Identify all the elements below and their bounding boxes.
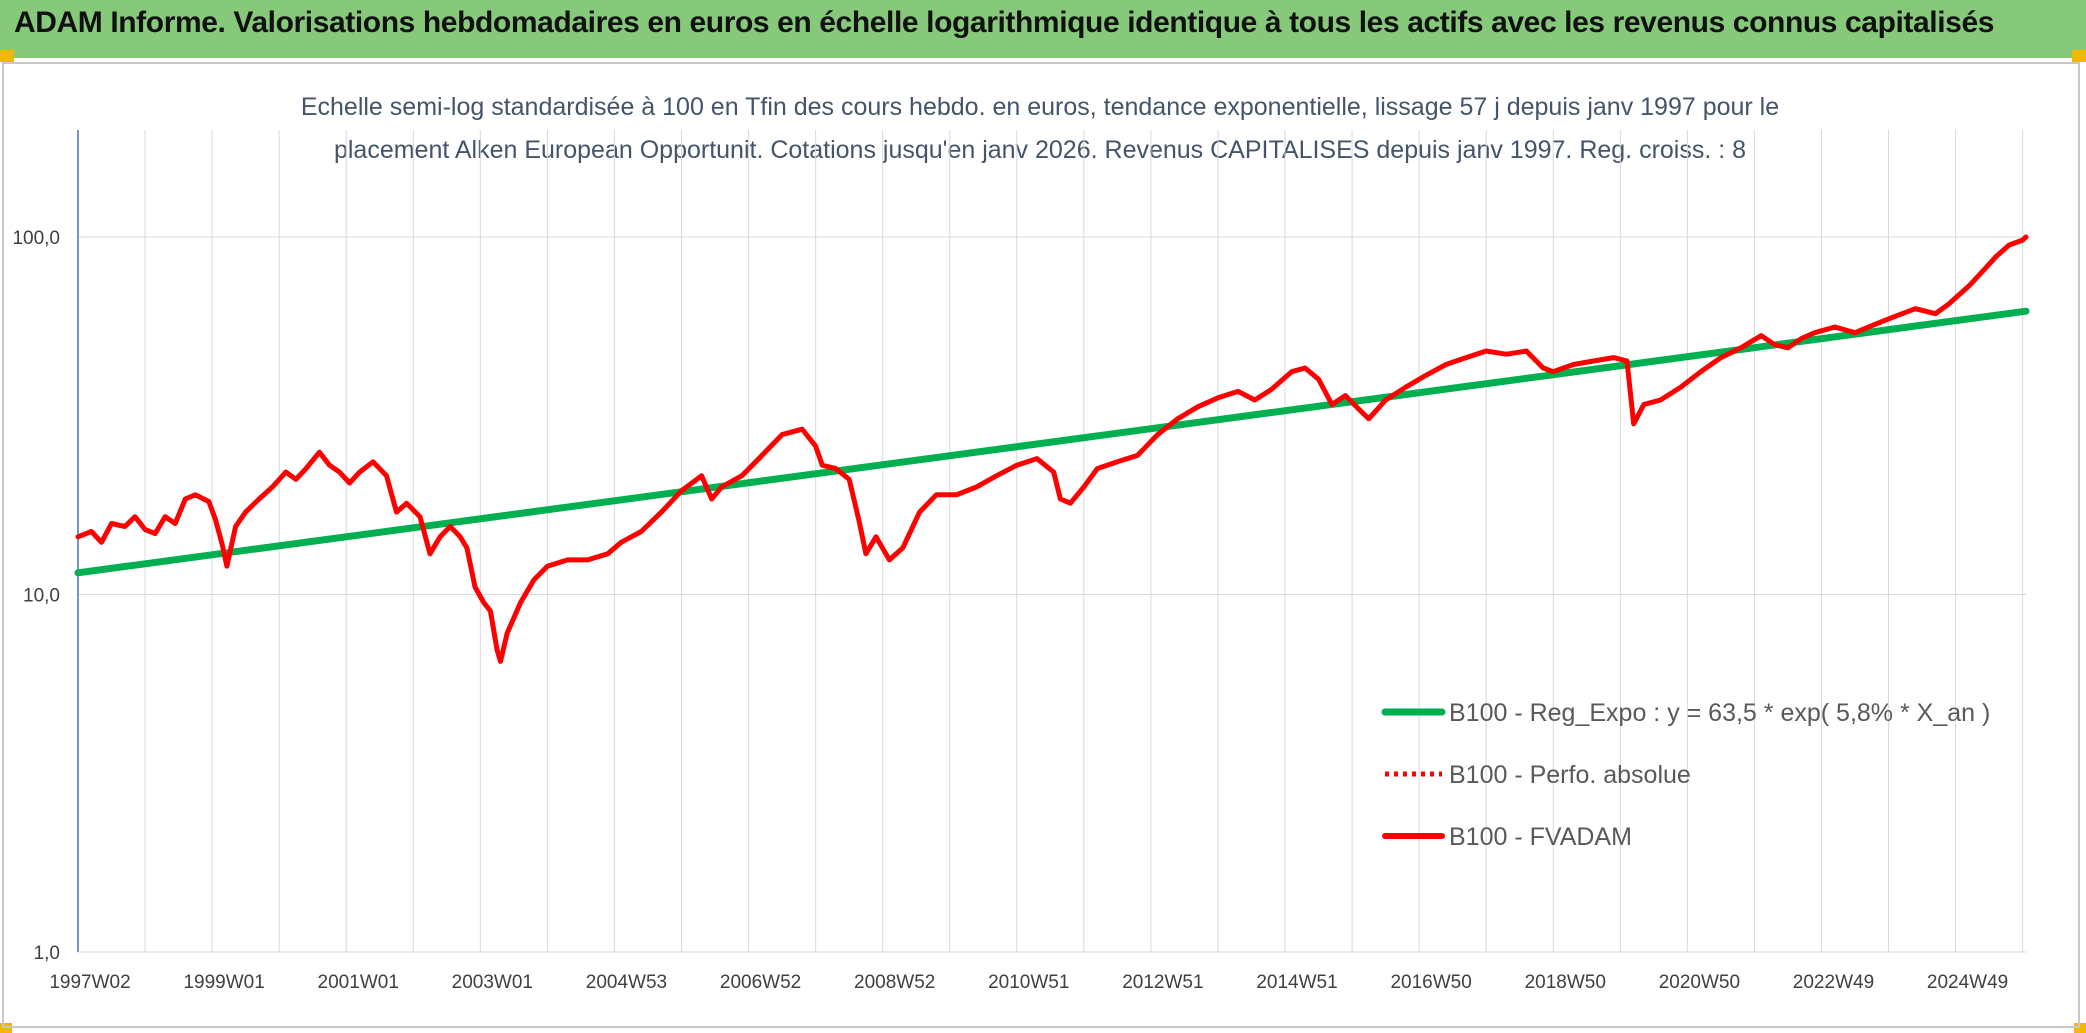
report-header: ADAM Informe. Valorisations hebdomadaire… (0, 0, 2086, 58)
legend-label: B100 - Reg_Expo : y = 63,5 * exp( 5,8% *… (1449, 699, 1990, 727)
x-tick-label: 2020W50 (1659, 972, 1740, 993)
x-tick-label: 2018W50 (1525, 972, 1606, 993)
report-title: ADAM Informe. Valorisations hebdomadaire… (14, 6, 1995, 39)
x-tick-label: 2022W49 (1793, 972, 1874, 993)
x-tick-label: 2016W50 (1390, 972, 1471, 993)
trend-line (74, 307, 2030, 577)
corner-accent-top-right (2072, 50, 2086, 62)
x-tick-label: 2024W49 (1927, 972, 2008, 993)
x-tick-label: 1997W02 (49, 972, 130, 993)
legend: B100 - Reg_Expo : y = 63,5 * exp( 5,8% *… (1381, 699, 1990, 851)
legend-label: B100 - FVADAM (1449, 823, 1632, 851)
x-tick-label: 2008W52 (854, 972, 935, 993)
x-tick-label: 2003W01 (452, 972, 533, 993)
x-tick-label: 2006W52 (720, 972, 801, 993)
x-tick-label: 2012W51 (1122, 972, 1203, 993)
x-tick-label: 1999W01 (183, 972, 264, 993)
legend-label: B100 - Perfo. absolue (1449, 761, 1691, 789)
x-tick-label: 2010W51 (988, 972, 1069, 993)
y-tick-label: 1,0 (34, 943, 60, 964)
chart-title-line-1: Echelle semi-log standardisée à 100 en T… (301, 93, 1779, 121)
series-layer (74, 234, 2030, 664)
corner-accent-top-left (0, 50, 14, 62)
chart-title-line-2: placement Alken European Opportunit. Cot… (334, 136, 1746, 164)
x-tick-label: 2004W53 (586, 972, 667, 993)
chart-frame (2, 62, 2080, 1028)
gridlines (77, 130, 2026, 953)
tick-labels: 100,0 10,0 1,0 1997W02 1999W01 2001W01 2003W01… (12, 228, 2008, 993)
x-tick-label: 2014W51 (1256, 972, 1337, 993)
corner-accent-bottom-left (0, 1023, 12, 1033)
fvadam-line (75, 234, 2029, 664)
y-tick-label: 100,0 (12, 228, 60, 249)
x-tick-label: 2001W01 (318, 972, 399, 993)
corner-accent-bottom-right (2074, 1023, 2086, 1033)
y-tick-label: 10,0 (23, 586, 60, 607)
